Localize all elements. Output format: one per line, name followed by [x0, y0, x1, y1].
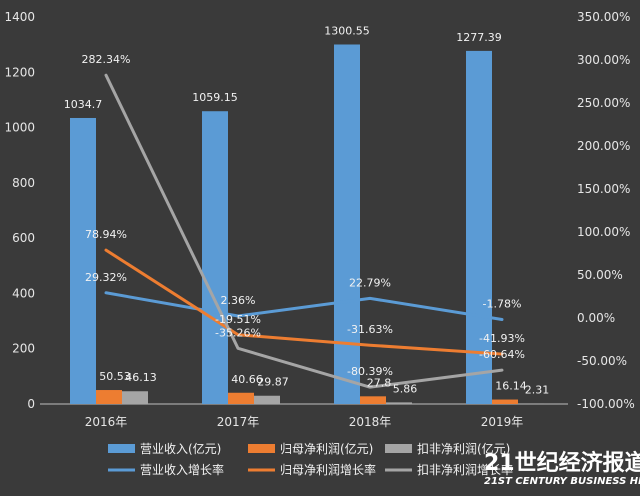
right-tick-150.00-: 150.00% [577, 182, 630, 196]
line-label-1-2016-: 29.32% [85, 271, 127, 284]
line-label-1-2017-: 2.36% [221, 294, 256, 307]
left-tick-600: 600 [12, 231, 35, 245]
x-axis: 2016年 2017年 2018年 2019年 [85, 415, 524, 429]
left-tick-800: 800 [12, 176, 35, 190]
right-tick-250.00-: 250.00% [577, 96, 630, 110]
bar-label-3-2018-: 5.86 [393, 382, 418, 395]
bar-label-2-2019-: 16.14 [495, 380, 527, 393]
watermark-subtitle: 21ST CENTURY BUSINESS HERALD [484, 476, 640, 487]
line-label-1-2018-: 22.79% [349, 276, 391, 289]
bar-label-3-2019-: 2.31 [525, 383, 550, 396]
bar-1-2017- [202, 111, 228, 405]
legend-label-line-3: 扣非净利润增长率 [417, 462, 513, 477]
legend-swatch-bar-2 [248, 444, 275, 453]
bar-1-2016- [70, 117, 96, 404]
bar-data-labels: 1034.7 1059.15 1300.55 1277.39 50.53 40.66 27.… [64, 24, 550, 396]
line-label-3-2019-: -60.64% [479, 348, 525, 361]
line-label-3-2016-: 282.34% [82, 53, 131, 66]
bar-label-2-2018-: 27.8 [367, 376, 392, 389]
bar-label-2-2017-: 40.66 [231, 373, 263, 386]
x-tick-2018-: 2018年 [349, 415, 392, 429]
right-tick-50.00-: 50.00% [577, 268, 623, 282]
line-data-labels: 29.32% 2.36% 22.79% -1.78% 78.94% -19.51% -31.… [82, 53, 525, 378]
left-axis: 0 200 400 600 800 1000 1200 1400 [4, 10, 35, 411]
legend-label-bar-3: 扣非净利润(亿元) [417, 441, 510, 456]
line-series-1 [104, 291, 504, 322]
bar-label-2-2016-: 50.53 [99, 370, 131, 383]
x-tick-2016-: 2016年 [85, 415, 128, 429]
bar-label-3-2016-: 46.13 [125, 371, 157, 384]
right-tick--50.00-: -50.00% [577, 354, 627, 368]
left-tick-200: 200 [12, 342, 35, 356]
watermark-logo: 21世纪经济报道 21ST CENTURY BUSINESS HERALD [484, 450, 640, 487]
line-label-2-2018-: -31.63% [347, 323, 393, 336]
left-tick-1200: 1200 [4, 65, 35, 79]
bar-3-2019- [518, 403, 544, 404]
right-tick-300.00-: 300.00% [577, 53, 630, 67]
right-tick-100.00-: 100.00% [577, 225, 630, 239]
legend-label-line-2: 归母净利润增长率 [280, 462, 376, 477]
line-label-3-2017-: -35.26% [215, 326, 261, 339]
bar-label-1-2017-: 1059.15 [192, 91, 238, 104]
x-tick-2019-: 2019年 [481, 415, 524, 429]
bar-2-2016- [96, 390, 122, 404]
legend: 营业收入(亿元) 归母净利润(亿元) 扣非净利润(亿元) 营业收入增长率 归母净利润增长… [108, 441, 513, 477]
bar-2-2019- [492, 399, 518, 404]
line-label-2-2017-: -19.51% [215, 313, 261, 326]
bar-3-2018- [386, 402, 412, 404]
line-series-2 [104, 248, 504, 356]
right-tick--100.00-: -100.00% [577, 397, 635, 411]
legend-label-bar-1: 营业收入(亿元) [140, 441, 221, 456]
watermark-title: 21世纪经济报道 [484, 450, 640, 476]
left-tick-1400: 1400 [4, 10, 35, 24]
bar-1-2018- [334, 44, 360, 405]
line-label-3-2018-: -80.39% [347, 365, 393, 378]
bars [70, 44, 544, 405]
bar-1-2019- [466, 50, 492, 404]
bar-3-2016- [122, 391, 148, 404]
right-axis: -100.00% -50.00% 0.00% 50.00% 100.00% 150.00%… [577, 10, 635, 411]
line-label-2-2016-: 78.94% [85, 228, 127, 241]
bar-label-1-2018-: 1300.55 [324, 24, 370, 37]
right-tick-350.00-: 350.00% [577, 10, 630, 24]
bar-label-3-2017-: 29.87 [257, 376, 289, 389]
line-series-3 [104, 73, 504, 389]
left-tick-400: 400 [12, 286, 35, 300]
right-tick-200.00-: 200.00% [577, 139, 630, 153]
bar-label-1-2016-: 1034.7 [64, 98, 103, 111]
left-tick-1000: 1000 [4, 121, 35, 135]
bar-3-2017- [254, 395, 280, 404]
legend-label-line-1: 营业收入增长率 [140, 462, 224, 477]
bar-2-2018- [360, 396, 386, 404]
line-label-2-2019-: -41.93% [479, 332, 525, 345]
legend-swatch-bar-1 [108, 444, 135, 453]
right-tick-0.00-: 0.00% [577, 311, 615, 325]
line-label-1-2019-: -1.78% [483, 298, 522, 311]
legend-swatch-bar-3 [385, 444, 412, 453]
left-tick-0: 0 [27, 397, 35, 411]
bar-label-1-2019-: 1277.39 [456, 31, 502, 44]
legend-label-bar-2: 归母净利润(亿元) [280, 441, 373, 456]
lines [104, 73, 504, 389]
x-tick-2017-: 2017年 [217, 415, 260, 429]
bar-2-2017- [228, 392, 254, 404]
